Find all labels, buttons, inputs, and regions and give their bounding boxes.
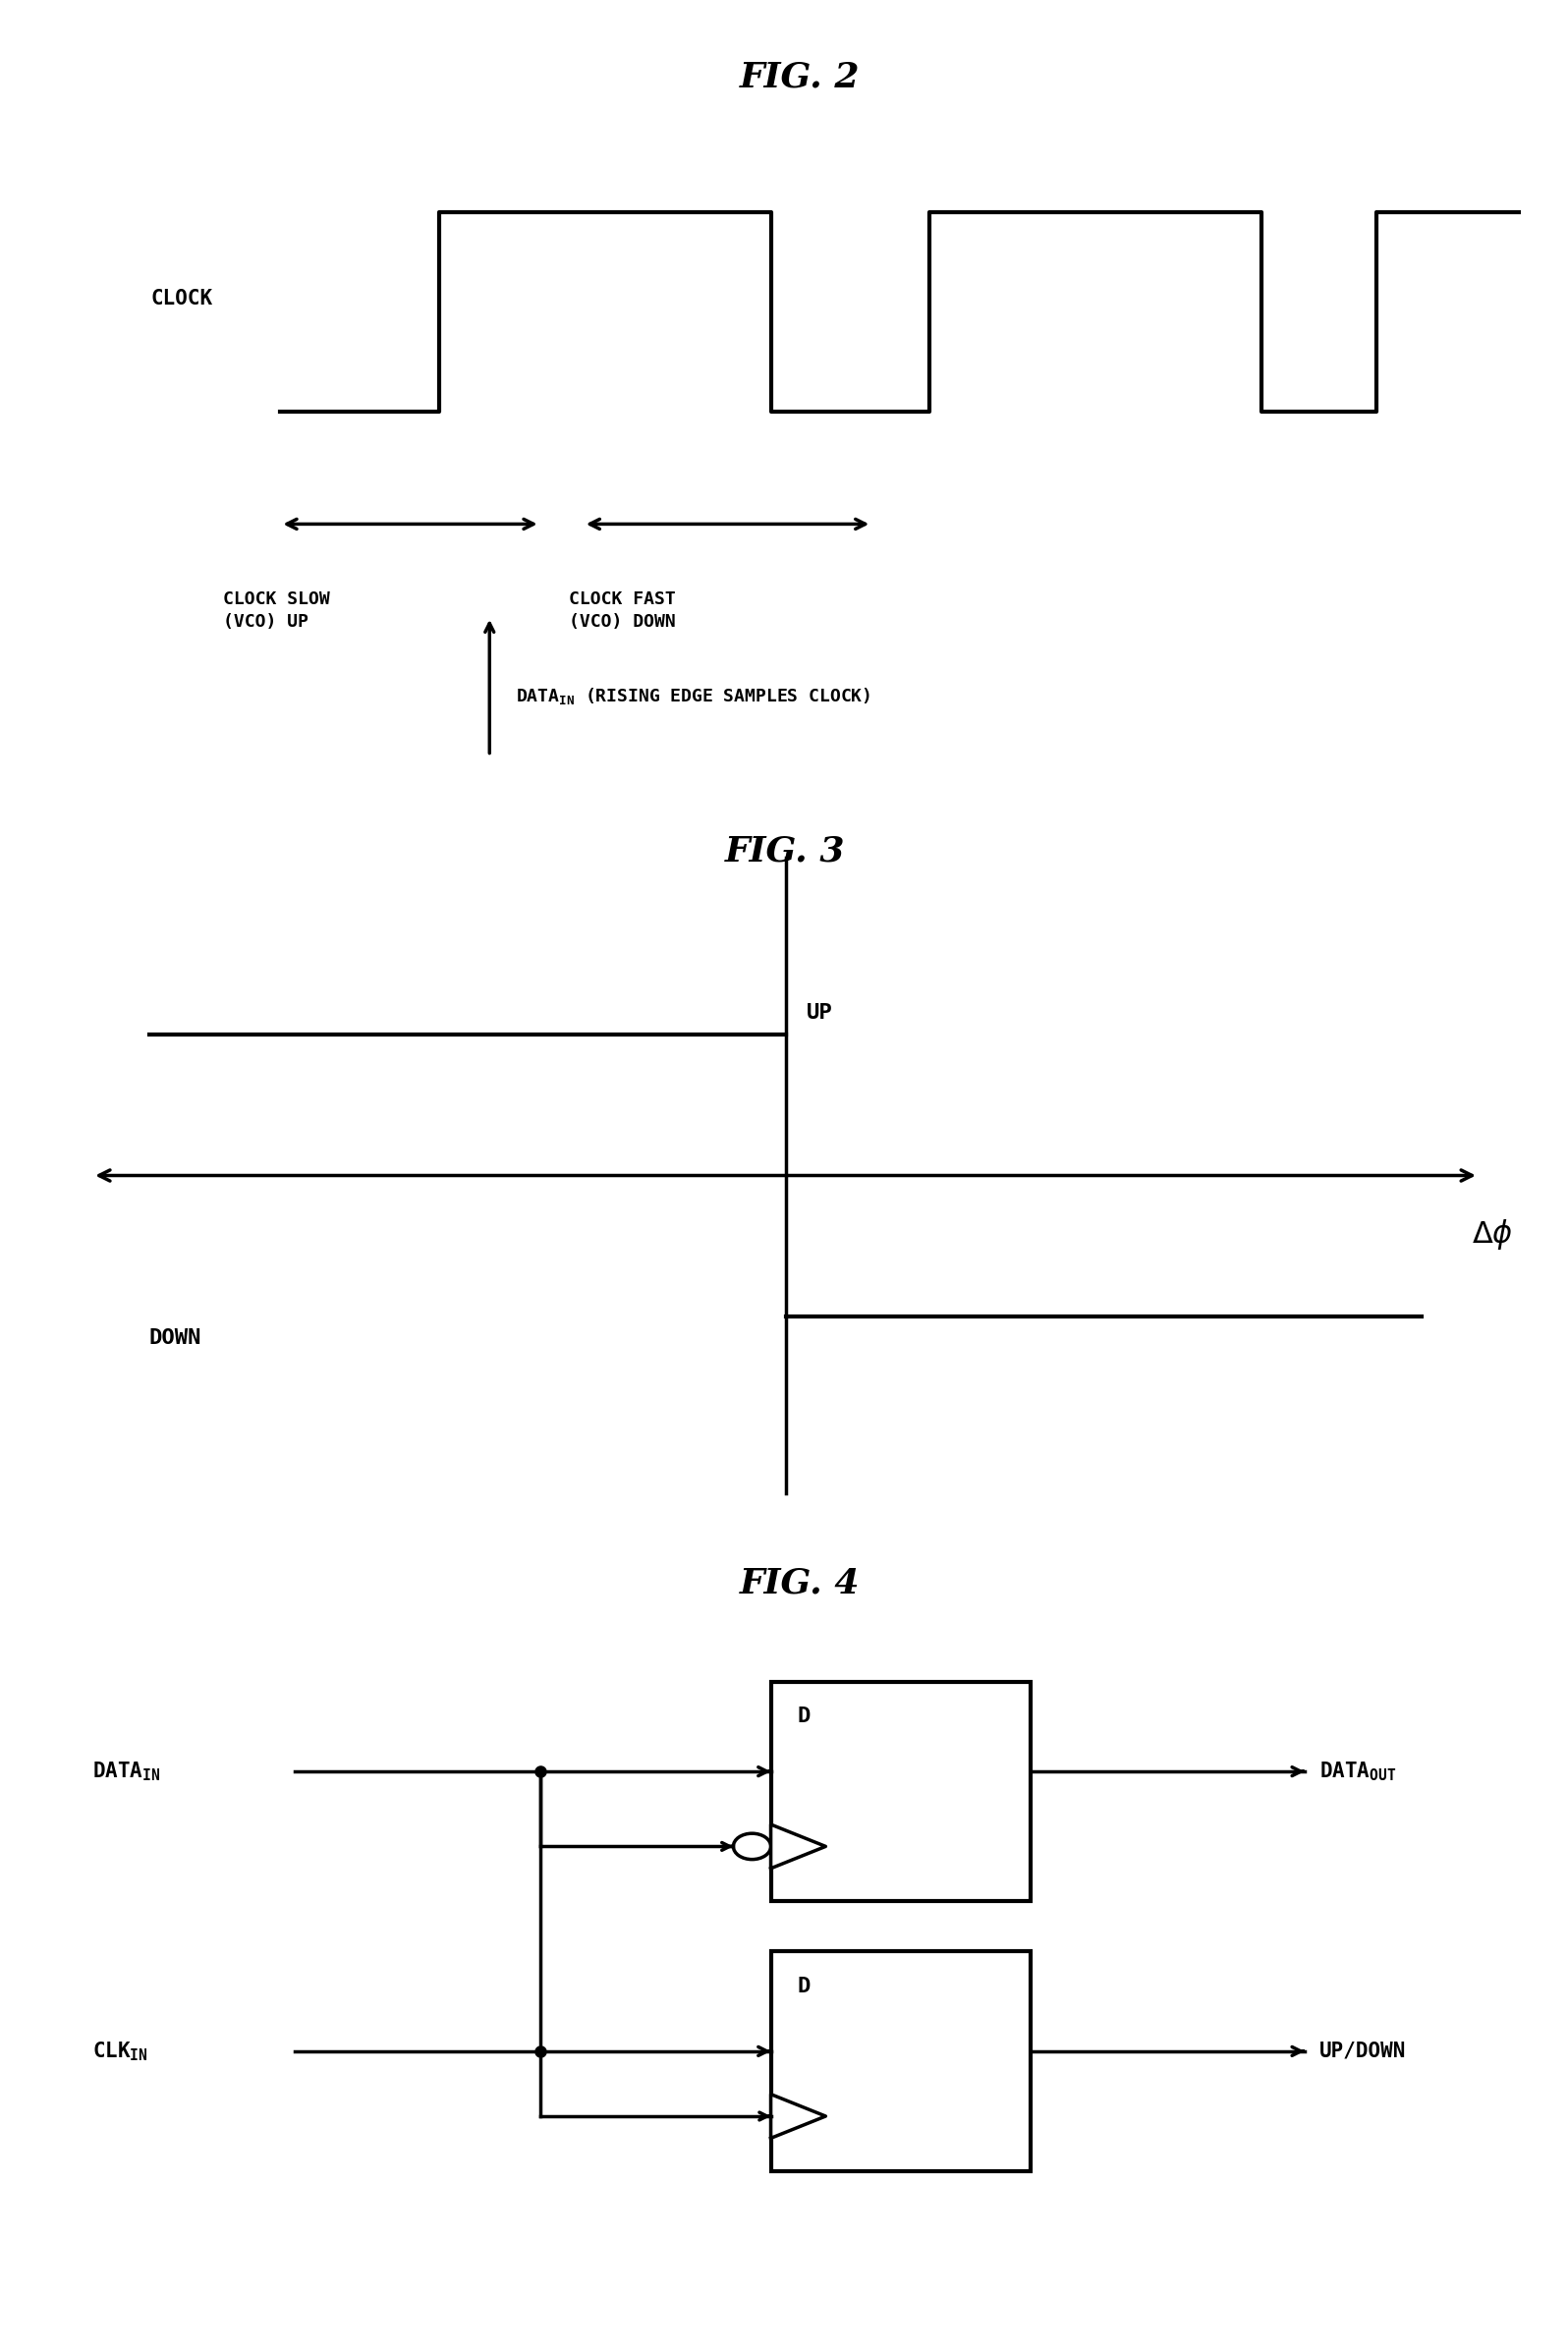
Text: DATA$_{\mathregular{OUT}}$: DATA$_{\mathregular{OUT}}$ bbox=[1319, 1761, 1396, 1782]
Text: CLOCK FAST
(VCO) DOWN: CLOCK FAST (VCO) DOWN bbox=[569, 590, 676, 630]
Text: D: D bbox=[797, 1977, 811, 1996]
Text: CLOCK: CLOCK bbox=[151, 289, 213, 308]
Text: UP: UP bbox=[808, 1004, 833, 1023]
Polygon shape bbox=[771, 2095, 826, 2137]
Text: UP/DOWN: UP/DOWN bbox=[1319, 2041, 1406, 2062]
Bar bbox=[771, 1681, 1030, 1902]
Text: DATA$_{\mathregular{IN}}$: DATA$_{\mathregular{IN}}$ bbox=[93, 1761, 162, 1782]
Text: FIG. 4: FIG. 4 bbox=[740, 1566, 859, 1601]
Text: DOWN: DOWN bbox=[149, 1328, 202, 1347]
Bar bbox=[771, 1951, 1030, 2172]
Text: D: D bbox=[797, 1707, 811, 1726]
Text: CLOCK SLOW
(VCO) UP: CLOCK SLOW (VCO) UP bbox=[223, 590, 329, 630]
Text: FIG. 2: FIG. 2 bbox=[740, 61, 859, 94]
Text: CLK$_{\mathregular{IN}}$: CLK$_{\mathregular{IN}}$ bbox=[93, 2041, 149, 2062]
Text: $\Delta\phi$: $\Delta\phi$ bbox=[1471, 1218, 1513, 1251]
Text: DATA$_{\mathregular{IN}}$ (RISING EDGE SAMPLES CLOCK): DATA$_{\mathregular{IN}}$ (RISING EDGE S… bbox=[516, 686, 870, 708]
Text: FIG. 3: FIG. 3 bbox=[726, 835, 845, 868]
Polygon shape bbox=[771, 1824, 826, 1869]
Circle shape bbox=[734, 1834, 771, 1860]
